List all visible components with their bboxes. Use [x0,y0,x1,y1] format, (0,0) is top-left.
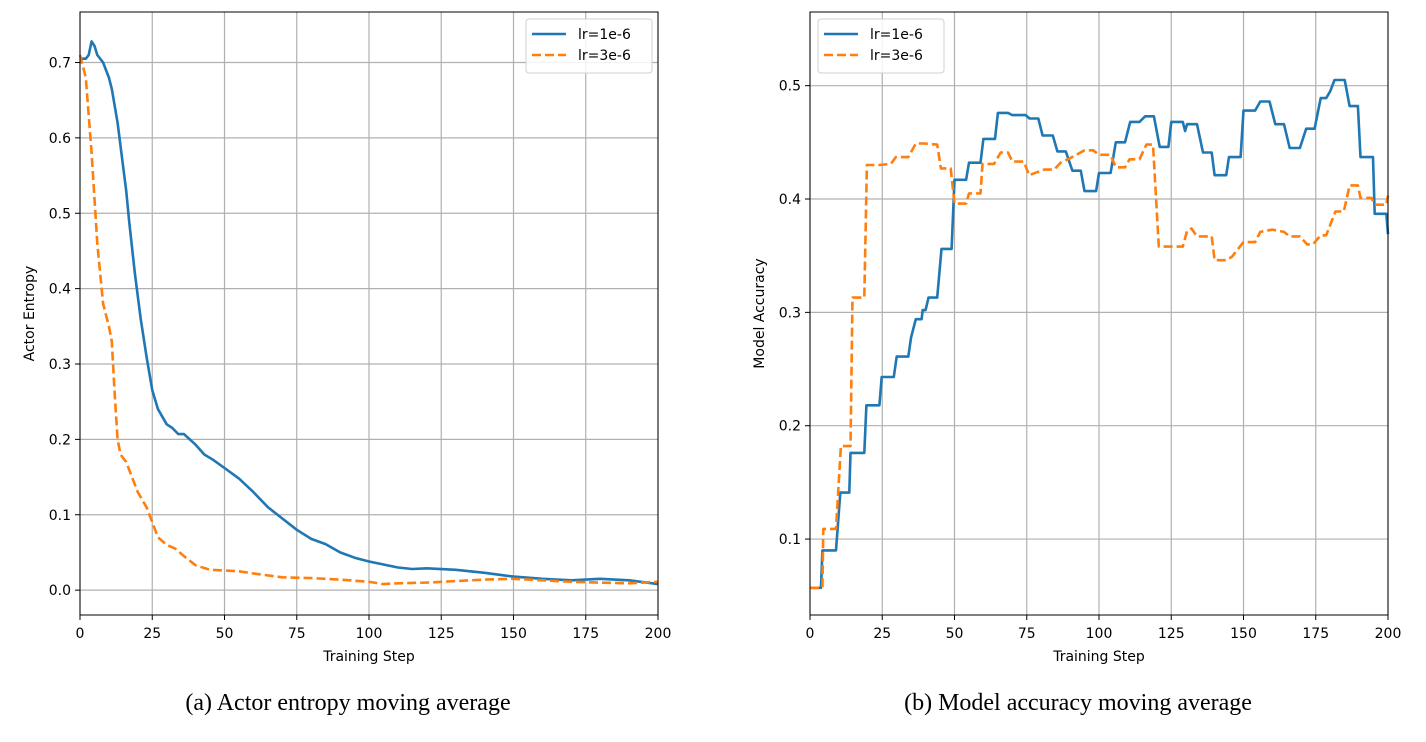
y-tick-label: 0.3 [49,357,71,373]
x-tick-label: 75 [288,626,306,642]
y-axis-label: Actor Entropy [22,266,38,362]
legend-box [525,18,653,74]
x-tick-label: 100 [1086,626,1113,642]
x-tick-label: 175 [572,626,599,642]
caption-a: (a) Actor entropy moving average [185,690,511,716]
x-tick-label: 200 [645,626,672,642]
series-line-lr-1e-6 [80,40,659,586]
y-axis-label: Model Accuracy [752,258,768,368]
legend-label: lr=3e-6 [578,48,631,64]
legend-label: lr=1e-6 [578,27,631,43]
x-axis-label: Training Step [1052,649,1145,665]
series-line-lr-1e-6 [810,78,1390,590]
x-tick-label: 200 [1375,626,1402,642]
x-tick-label: 150 [500,626,527,642]
x-tick-label: 150 [1230,626,1257,642]
y-tick-label: 0.7 [49,56,71,72]
x-tick-label: 0 [806,626,815,642]
x-tick-label: 50 [946,626,964,642]
y-tick-label: 0.5 [779,79,801,95]
legend: lr=1e-6 lr=3e-6 [525,18,653,74]
x-tick-label: 175 [1302,626,1329,642]
x-tick-label: 100 [356,626,383,642]
legend-label: lr=3e-6 [870,48,923,64]
legend-label: lr=1e-6 [870,27,923,43]
x-tick-label: 25 [873,626,891,642]
x-tick-label: 125 [428,626,455,642]
x-tick-label: 75 [1018,626,1036,642]
y-tick-label: 0.3 [779,305,801,321]
chart-0: 0 25 50 75 100 125 150 175 200 0.0 0.1 0.2 0.3 0.4 0.5… [22,11,672,665]
x-tick-label: 50 [216,626,234,642]
x-tick-label: 0 [76,626,85,642]
caption-b: (b) Model accuracy moving average [904,690,1252,716]
y-tick-label: 0.4 [779,192,801,208]
chart-1: 0 25 50 75 100 125 150 175 200 0.1 0.2 0.3 0.4 0.5 Tra… [752,11,1402,665]
y-tick-label: 0.1 [49,508,71,524]
x-tick-label: 25 [143,626,161,642]
y-tick-label: 0.0 [49,583,71,599]
series-line-lr-3e-6 [810,142,1390,590]
x-axis-label: Training Step [322,649,415,665]
y-tick-label: 0.4 [49,282,71,298]
y-tick-label: 0.6 [49,131,71,147]
x-tick-label: 125 [1158,626,1185,642]
y-tick-label: 0.2 [49,432,71,448]
y-tick-label: 0.5 [49,206,71,222]
y-tick-label: 0.2 [779,419,801,435]
y-tick-label: 0.1 [779,532,801,548]
series-line-lr-3e-6 [78,54,659,586]
legend: lr=1e-6 lr=3e-6 [817,18,945,74]
legend-box [817,18,945,74]
